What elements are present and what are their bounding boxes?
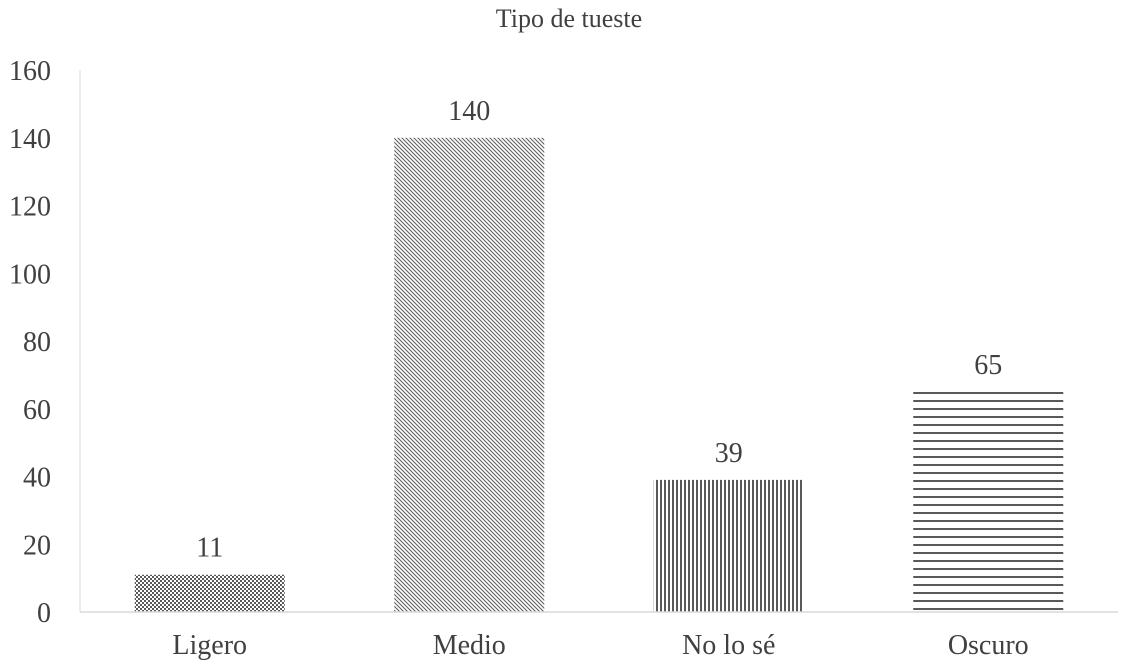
bar-1 bbox=[394, 137, 545, 612]
y-tick-label: 160 bbox=[9, 56, 51, 87]
bars-group bbox=[134, 137, 1064, 612]
y-tick-label: 60 bbox=[23, 395, 51, 426]
y-tick-label: 120 bbox=[9, 192, 51, 223]
data-labels-group: 11 140 39 65 bbox=[196, 96, 1002, 564]
data-label-0: 11 bbox=[196, 533, 223, 564]
y-tick-label: 40 bbox=[23, 463, 51, 494]
data-label-3: 65 bbox=[974, 350, 1002, 381]
y-tick-label: 100 bbox=[9, 259, 51, 290]
data-label-2: 39 bbox=[715, 438, 743, 469]
y-tick-label: 0 bbox=[37, 598, 51, 629]
bar-2 bbox=[653, 479, 804, 612]
y-tick-label: 80 bbox=[23, 327, 51, 358]
y-axis: 0 20 40 60 80 100 120 140 160 bbox=[9, 56, 81, 629]
data-label-1: 140 bbox=[448, 96, 490, 127]
category-label-3: Oscuro bbox=[948, 630, 1029, 661]
category-label-0: Ligero bbox=[172, 630, 247, 661]
y-tick-label: 20 bbox=[23, 530, 51, 561]
bar-3 bbox=[913, 391, 1064, 612]
x-axis: Ligero Medio No lo sé Oscuro bbox=[80, 611, 1118, 661]
y-tick-label: 140 bbox=[9, 124, 51, 155]
category-label-1: Medio bbox=[433, 630, 506, 661]
category-label-2: No lo sé bbox=[682, 630, 775, 661]
bar-0 bbox=[134, 574, 285, 612]
chart-title: Tipo de tueste bbox=[496, 4, 642, 33]
